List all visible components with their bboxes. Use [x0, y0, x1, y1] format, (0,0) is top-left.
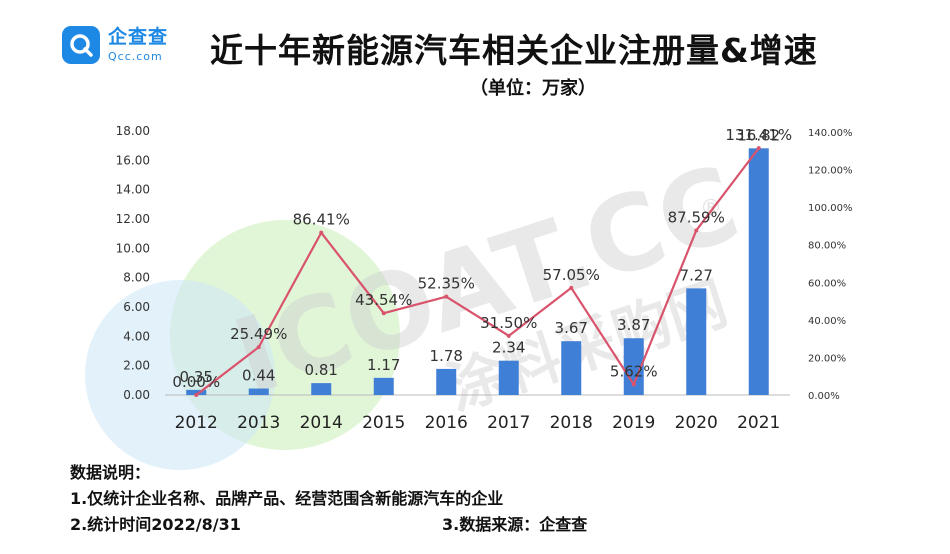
line-point [756, 146, 761, 151]
x-tick-label: 2013 [237, 413, 280, 433]
bar-value-label: 7.27 [680, 266, 713, 284]
bar [498, 360, 519, 395]
y-left-tick-label: 6.00 [123, 300, 150, 314]
bg-circle-blue [85, 280, 275, 470]
growth-value-label: 87.59% [668, 208, 725, 226]
growth-value-label: 5.62% [610, 362, 658, 380]
notes-line-3: 3.数据来源：企查查 [442, 515, 588, 534]
chart-subtitle: （单位：万家） [470, 78, 596, 99]
bar [623, 338, 644, 395]
bar [561, 341, 582, 395]
bar-value-label: 0.44 [242, 367, 275, 385]
growth-value-label: 52.35% [418, 275, 475, 293]
notes-heading: 数据说明： [70, 463, 151, 482]
bar [373, 377, 394, 395]
growth-value-label: 86.41% [293, 211, 350, 229]
x-tick-label: 2014 [300, 413, 343, 433]
bar-value-label: 0.81 [305, 361, 338, 379]
bar [748, 148, 769, 395]
x-tick-label: 2015 [362, 413, 405, 433]
y-left-tick-label: 4.00 [123, 329, 150, 343]
y-left-tick-label: 12.00 [116, 212, 150, 226]
growth-value-label: 57.05% [543, 266, 600, 284]
y-left-tick-label: 14.00 [116, 183, 150, 197]
chart-title: 近十年新能源汽车相关企业注册量&增速 [210, 31, 818, 70]
growth-value-label: 0.00% [172, 373, 220, 391]
brand-name: 企查查 [108, 26, 169, 48]
notes-line-2: 2.统计时间2022/8/31 [70, 515, 241, 534]
bar-value-label: 16.82 [737, 126, 780, 144]
y-right-tick-label: 80.00% [808, 241, 846, 252]
line-point [444, 294, 449, 299]
bar [186, 389, 207, 395]
line-point [694, 228, 699, 233]
qcc-logo-icon [62, 26, 100, 64]
line-point [506, 333, 511, 338]
x-tick-label: 2018 [550, 413, 593, 433]
x-tick-label: 2012 [175, 413, 218, 433]
brand-logo: 企查查 Qcc.com [62, 26, 168, 64]
y-right-tick-label: 120.00% [808, 166, 853, 177]
notes-line-1: 1.仅统计企业名称、品牌产品、经营范围含新能源汽车的企业 [70, 489, 504, 508]
line-point [569, 285, 574, 290]
bar-value-label: 3.67 [555, 319, 588, 337]
y-left-tick-label: 8.00 [123, 271, 150, 285]
axes: 0.00 2.00 4.00 6.00 8.00 10.00 12.00 14.00 16.00… [116, 124, 853, 433]
x-tick-label: 2021 [737, 413, 780, 433]
data-notes: 数据说明： 1.仅统计企业名称、品牌产品、经营范围含新能源汽车的企业 2.统计时… [70, 460, 587, 538]
growth-value-label: 31.50% [480, 314, 537, 332]
y-left-tick-label: 16.00 [116, 153, 150, 167]
line-point [381, 311, 386, 316]
line-point [194, 393, 199, 397]
y-right-tick-label: 60.00% [808, 278, 846, 289]
x-tick-label: 2019 [612, 413, 655, 433]
bar-value-label: 1.78 [430, 347, 463, 365]
y-left-tick-label: 18.00 [116, 124, 150, 138]
bar [248, 388, 269, 395]
y-left-tick-label: 10.00 [116, 241, 150, 255]
y-left-tick-label: 0.00 [123, 388, 150, 402]
background-decoration [85, 220, 400, 470]
bar [436, 368, 457, 395]
y-right-tick-label: 140.00% [808, 128, 853, 139]
x-tick-label: 2016 [425, 413, 468, 433]
line-point [319, 230, 324, 235]
x-tick-label: 2017 [487, 413, 530, 433]
line-point [631, 382, 636, 387]
brand-domain: Qcc.com [108, 50, 163, 63]
y-left-tick-label: 2.00 [123, 359, 150, 373]
y-right-tick-label: 40.00% [808, 316, 846, 327]
bar-value-label: 3.87 [617, 316, 650, 334]
growth-line [195, 147, 760, 396]
bar-value-label: 1.17 [367, 356, 400, 374]
bar-value-label: 2.34 [492, 339, 525, 357]
bar [686, 288, 707, 395]
bar-series [186, 148, 769, 395]
x-tick-label: 2020 [675, 413, 718, 433]
line-series [194, 146, 761, 397]
y-right-tick-label: 0.00% [808, 391, 840, 402]
y-right-tick-label: 20.00% [808, 353, 846, 364]
growth-value-label: 25.49% [230, 325, 287, 343]
growth-value-label: 43.54% [355, 291, 412, 309]
y-right-tick-label: 100.00% [808, 203, 853, 214]
line-point [256, 345, 261, 350]
growth-value-label: 131.41% [725, 126, 792, 144]
data-labels: 0.35 0.44 0.81 1.17 1.78 2.34 3.67 3.87 7.27 16.8… [172, 126, 792, 391]
bar [311, 383, 332, 395]
bar-value-label: 0.35 [180, 368, 213, 386]
